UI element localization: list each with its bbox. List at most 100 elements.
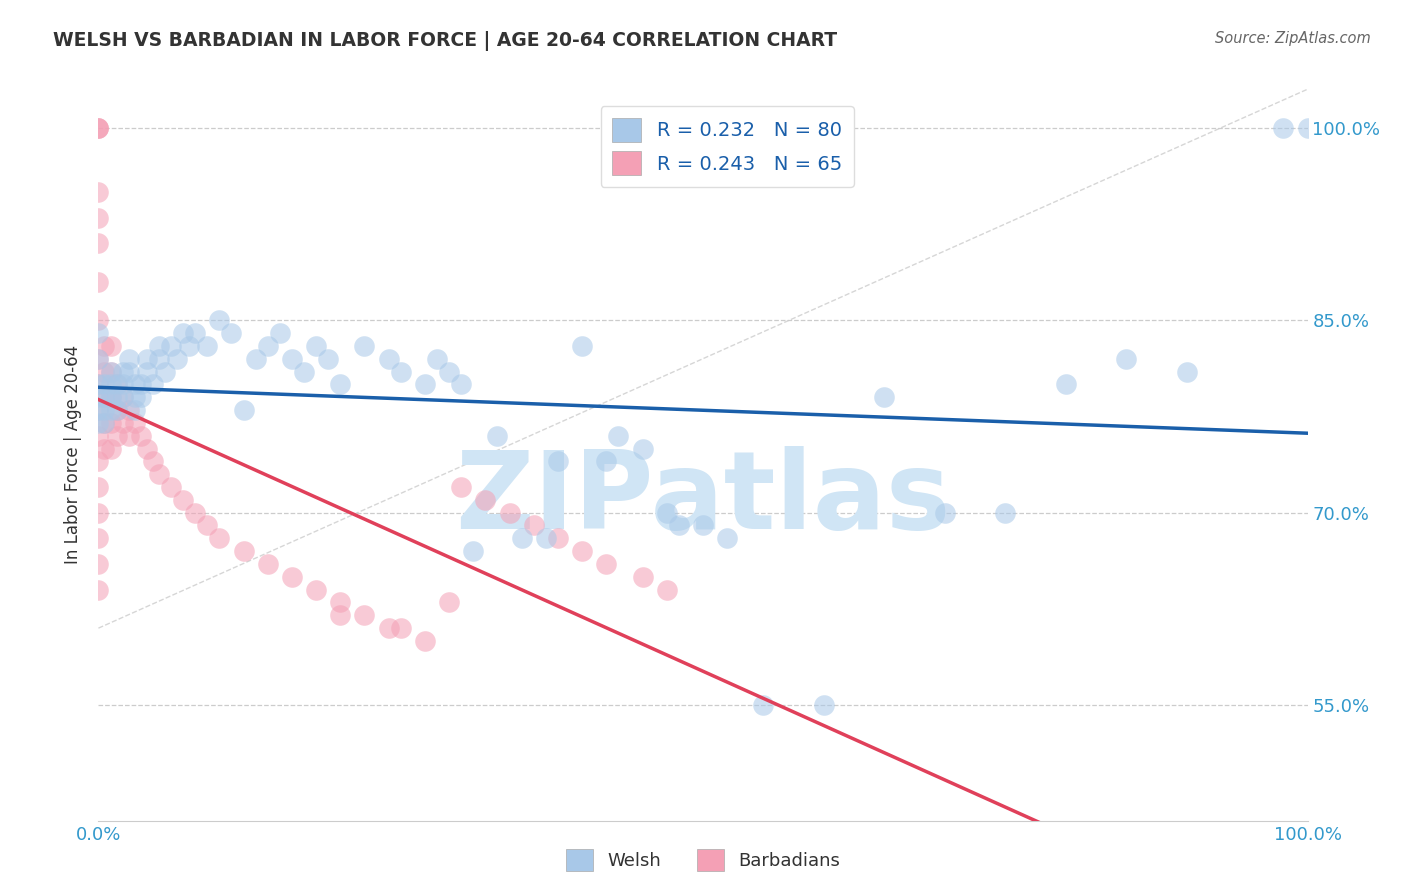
Point xyxy=(87,185,110,199)
Point xyxy=(129,428,152,442)
Point xyxy=(1115,351,1137,366)
Point xyxy=(87,377,110,392)
Point xyxy=(118,364,141,378)
Point xyxy=(87,428,110,442)
Point xyxy=(93,416,115,430)
Point xyxy=(135,364,157,378)
Point xyxy=(269,326,291,340)
Point xyxy=(631,442,654,456)
Point xyxy=(100,390,122,404)
Point xyxy=(305,582,328,597)
Point xyxy=(547,532,569,546)
Point xyxy=(87,120,110,135)
Point xyxy=(655,506,678,520)
Point xyxy=(129,377,152,392)
Text: Source: ZipAtlas.com: Source: ZipAtlas.com xyxy=(1215,31,1371,46)
Point xyxy=(100,364,122,378)
Point xyxy=(105,377,128,392)
Point xyxy=(607,428,630,442)
Point xyxy=(105,377,128,392)
Point xyxy=(93,339,115,353)
Point xyxy=(166,351,188,366)
Point xyxy=(148,351,170,366)
Point xyxy=(245,351,267,366)
Point xyxy=(93,416,115,430)
Point xyxy=(87,403,110,417)
Point xyxy=(153,364,176,378)
Point xyxy=(571,339,593,353)
Point xyxy=(129,390,152,404)
Point xyxy=(160,339,183,353)
Point xyxy=(93,390,115,404)
Point xyxy=(595,454,617,468)
Point xyxy=(148,467,170,482)
Point xyxy=(571,544,593,558)
Point xyxy=(111,390,134,404)
Point xyxy=(100,364,122,378)
Point xyxy=(93,390,115,404)
Point xyxy=(463,544,485,558)
Point xyxy=(105,390,128,404)
Point xyxy=(655,582,678,597)
Point xyxy=(208,313,231,327)
Point xyxy=(148,339,170,353)
Point xyxy=(87,120,110,135)
Point xyxy=(118,428,141,442)
Point xyxy=(124,416,146,430)
Point xyxy=(87,454,110,468)
Point xyxy=(523,518,546,533)
Point xyxy=(87,120,110,135)
Point xyxy=(142,377,165,392)
Point xyxy=(142,454,165,468)
Point xyxy=(281,351,304,366)
Point xyxy=(668,518,690,533)
Point xyxy=(87,416,110,430)
Point xyxy=(1175,364,1198,378)
Point xyxy=(93,442,115,456)
Point xyxy=(105,403,128,417)
Point xyxy=(498,506,520,520)
Point xyxy=(547,454,569,468)
Point xyxy=(118,351,141,366)
Point xyxy=(87,351,110,366)
Point xyxy=(256,557,278,571)
Point xyxy=(87,236,110,251)
Point xyxy=(184,326,207,340)
Point xyxy=(994,506,1017,520)
Point xyxy=(172,492,194,507)
Point xyxy=(87,480,110,494)
Point xyxy=(179,339,201,353)
Point xyxy=(281,570,304,584)
Point xyxy=(124,377,146,392)
Point xyxy=(450,377,472,392)
Point xyxy=(100,403,122,417)
Point xyxy=(111,416,134,430)
Point xyxy=(316,351,339,366)
Point xyxy=(105,428,128,442)
Legend: Welsh, Barbadians: Welsh, Barbadians xyxy=(558,842,848,879)
Point xyxy=(100,416,122,430)
Point xyxy=(329,377,352,392)
Point xyxy=(87,557,110,571)
Point xyxy=(716,532,738,546)
Point xyxy=(1296,120,1319,135)
Point xyxy=(486,428,509,442)
Point xyxy=(87,351,110,366)
Point xyxy=(100,442,122,456)
Point xyxy=(195,339,218,353)
Point xyxy=(118,403,141,417)
Point xyxy=(221,326,243,340)
Point xyxy=(124,390,146,404)
Point xyxy=(437,364,460,378)
Point xyxy=(172,326,194,340)
Point xyxy=(135,442,157,456)
Point xyxy=(1272,120,1295,135)
Legend: R = 0.232   N = 80, R = 0.243   N = 65: R = 0.232 N = 80, R = 0.243 N = 65 xyxy=(600,106,853,186)
Point xyxy=(813,698,835,713)
Point xyxy=(208,532,231,546)
Point xyxy=(232,403,254,417)
Point xyxy=(195,518,218,533)
Point xyxy=(752,698,775,713)
Point xyxy=(595,557,617,571)
Point xyxy=(93,364,115,378)
